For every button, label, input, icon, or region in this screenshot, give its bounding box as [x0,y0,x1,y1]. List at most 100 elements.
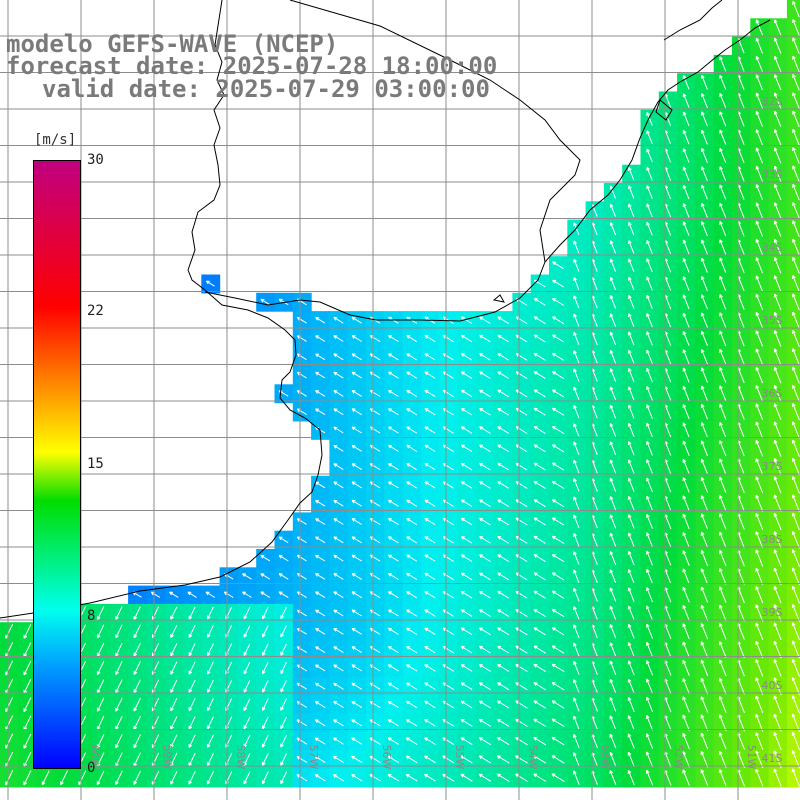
wind-arrow [700,586,709,603]
wind-arrow [755,165,763,182]
wind-arrow [700,641,709,658]
wind-arrow [609,240,617,254]
wind-arrow [682,678,690,695]
wind-arrow [533,755,547,764]
wind-arrow [243,661,251,675]
wind-cell [786,311,800,330]
wind-arrow [773,458,782,476]
wind-arrow [609,715,617,731]
wind-arrow [627,770,635,786]
wind-arrow [262,643,269,656]
wind-arrow [387,682,399,690]
wind-arrow [170,661,178,675]
wind-arrow [682,605,690,621]
latitude-label: 39S [762,606,783,619]
wind-arrow [351,390,362,397]
wind-arrow [387,755,400,764]
wind-arrow [719,385,727,402]
wind-arrow [133,697,141,712]
wind-arrow [719,74,727,90]
wind-arrow [682,166,690,181]
wind-arrow [406,609,418,617]
wind-arrow [315,499,326,507]
wind-arrow [573,459,580,474]
wind-arrow [773,92,782,109]
longitude-label: 52W [672,745,685,770]
wind-arrow [773,348,782,366]
wind-cell [786,512,800,532]
wind-arrow [260,298,271,306]
latitude-label: 33S [762,168,783,181]
wind-arrow [773,403,782,421]
wind-arrow [719,403,727,420]
wind-arrow [755,659,764,677]
wind-arrow [755,385,764,402]
wind-arrow [682,294,690,310]
wind-arrow [260,573,271,580]
wind-arrow [460,682,473,691]
wind-arrow [460,408,473,416]
wind-arrow [551,663,565,673]
wind-arrow [260,554,271,562]
wind-cell [786,292,800,312]
wind-arrow [533,736,547,746]
wind-arrow [773,257,782,274]
wind-arrow [773,330,782,347]
wind-arrow [242,591,252,598]
wind-arrow [552,334,565,343]
wind-arrow [533,352,546,361]
wind-arrow [478,773,492,782]
wind-arrow [700,696,709,713]
wind-arrow [755,238,763,255]
wind-arrow [646,459,653,474]
wind-arrow [170,679,178,693]
wind-arrow [206,771,214,785]
wind-cell [786,256,800,276]
wind-arrow [424,389,436,398]
wind-arrow [646,605,653,621]
wind-cell [786,622,800,642]
wind-arrow [700,276,708,292]
wind-arrow [773,531,782,549]
wind-cell [786,183,800,202]
valid-date: valid date: 2025-07-29 03:00:00 [42,75,490,103]
wind-arrow [573,496,580,510]
wind-arrow [573,368,580,382]
wind-arrow [333,463,344,471]
wind-arrow [460,718,473,727]
wind-cell [786,54,800,74]
longitude-label: 60W [88,745,101,770]
wind-arrow [551,718,565,728]
wind-cell [786,475,800,495]
wind-arrow [96,697,105,712]
wind-arrow [460,517,473,526]
wind-arrow [243,698,251,711]
wind-arrow [243,625,251,638]
wind-arrow [280,716,287,730]
wind-arrow [755,421,764,439]
wind-arrow [533,682,547,691]
wind-arrow [718,604,727,622]
wind-arrow [406,627,418,635]
wind-arrow [755,403,764,420]
wind-arrow [424,700,436,709]
wind-arrow [646,404,653,419]
wind-arrow [719,166,727,182]
wind-arrow [645,696,654,713]
wind-arrow [314,737,326,745]
wind-arrow [609,203,616,217]
wind-arrow [792,348,800,366]
wind-arrow [207,698,214,712]
wind-arrow [243,680,251,693]
wind-cell [786,640,800,660]
wind-arrow [682,349,690,365]
wind-arrow [460,572,473,581]
wind-arrow [188,698,196,712]
wind-arrow [573,423,580,437]
wind-arrow [719,221,727,237]
wind-cell [786,658,800,678]
wind-arrow [609,441,617,456]
wind-arrow [682,458,690,475]
wind-arrow [701,129,708,145]
wind-arrow [205,280,215,287]
